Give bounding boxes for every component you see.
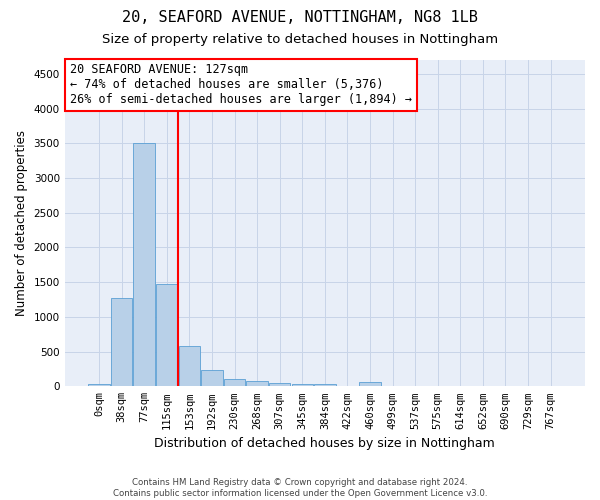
Bar <box>247 381 268 386</box>
Bar <box>314 384 335 386</box>
Text: Contains HM Land Registry data © Crown copyright and database right 2024.
Contai: Contains HM Land Registry data © Crown c… <box>113 478 487 498</box>
Bar <box>292 384 313 386</box>
Bar <box>133 144 155 386</box>
Bar <box>88 384 110 386</box>
Text: 20 SEAFORD AVENUE: 127sqm
← 74% of detached houses are smaller (5,376)
26% of se: 20 SEAFORD AVENUE: 127sqm ← 74% of detac… <box>70 64 412 106</box>
Bar <box>156 284 178 387</box>
Bar <box>111 298 133 386</box>
Bar <box>179 346 200 387</box>
Text: 20, SEAFORD AVENUE, NOTTINGHAM, NG8 1LB: 20, SEAFORD AVENUE, NOTTINGHAM, NG8 1LB <box>122 10 478 25</box>
Bar <box>224 378 245 386</box>
Bar <box>359 382 381 386</box>
Y-axis label: Number of detached properties: Number of detached properties <box>15 130 28 316</box>
X-axis label: Distribution of detached houses by size in Nottingham: Distribution of detached houses by size … <box>154 437 495 450</box>
Bar <box>201 370 223 386</box>
Bar <box>269 383 290 386</box>
Text: Size of property relative to detached houses in Nottingham: Size of property relative to detached ho… <box>102 32 498 46</box>
